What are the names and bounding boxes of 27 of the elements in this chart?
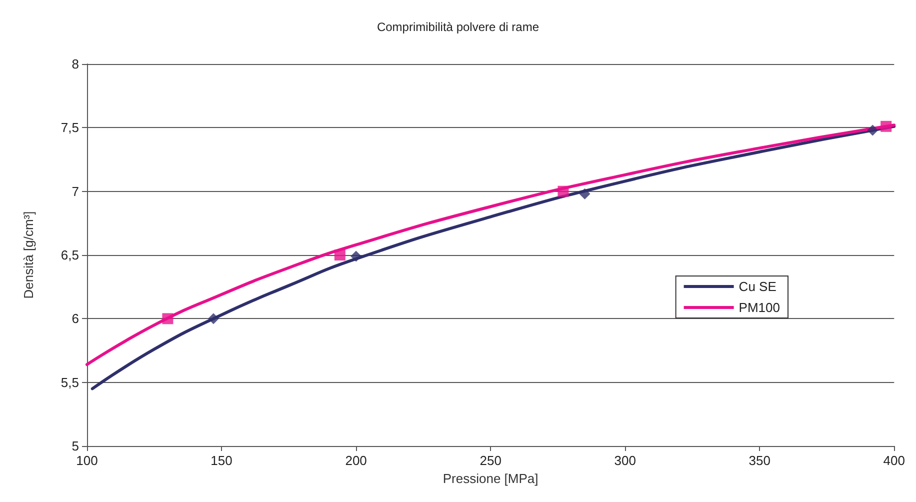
point bbox=[558, 186, 569, 197]
chart-title: Comprimibilità polvere di rame bbox=[376, 20, 540, 34]
y-tick-label: 5,5 bbox=[60, 374, 79, 390]
x-tick-label: 300 bbox=[614, 453, 636, 468]
legend-label: PM100 bbox=[738, 300, 780, 315]
x-tick-label: 150 bbox=[210, 453, 232, 468]
point bbox=[880, 120, 892, 132]
legend-label: Cu SE bbox=[738, 279, 777, 294]
point bbox=[579, 188, 590, 200]
y-axis-title: Densità [g/cm³] bbox=[21, 211, 36, 299]
x-tick-label: 250 bbox=[480, 453, 502, 468]
y-tick-label: 5 bbox=[72, 438, 79, 454]
point bbox=[162, 313, 174, 324]
x-axis-title: Pressione [MPa] bbox=[442, 471, 538, 486]
point bbox=[334, 250, 346, 260]
point bbox=[350, 250, 362, 262]
y-tick-label: 7 bbox=[72, 184, 79, 199]
y-tick-label: 6,5 bbox=[60, 248, 79, 262]
y-tick-label: 8 bbox=[72, 56, 79, 72]
x-tick-label: 100 bbox=[76, 453, 98, 468]
y-tick-label: 6 bbox=[72, 311, 79, 326]
point bbox=[208, 313, 219, 324]
x-tick-label: 350 bbox=[748, 453, 770, 468]
point bbox=[867, 124, 878, 136]
x-tick-label: 200 bbox=[345, 453, 367, 468]
x-tick-label: 400 bbox=[883, 453, 906, 468]
y-tick-label: 7,5 bbox=[60, 120, 79, 136]
